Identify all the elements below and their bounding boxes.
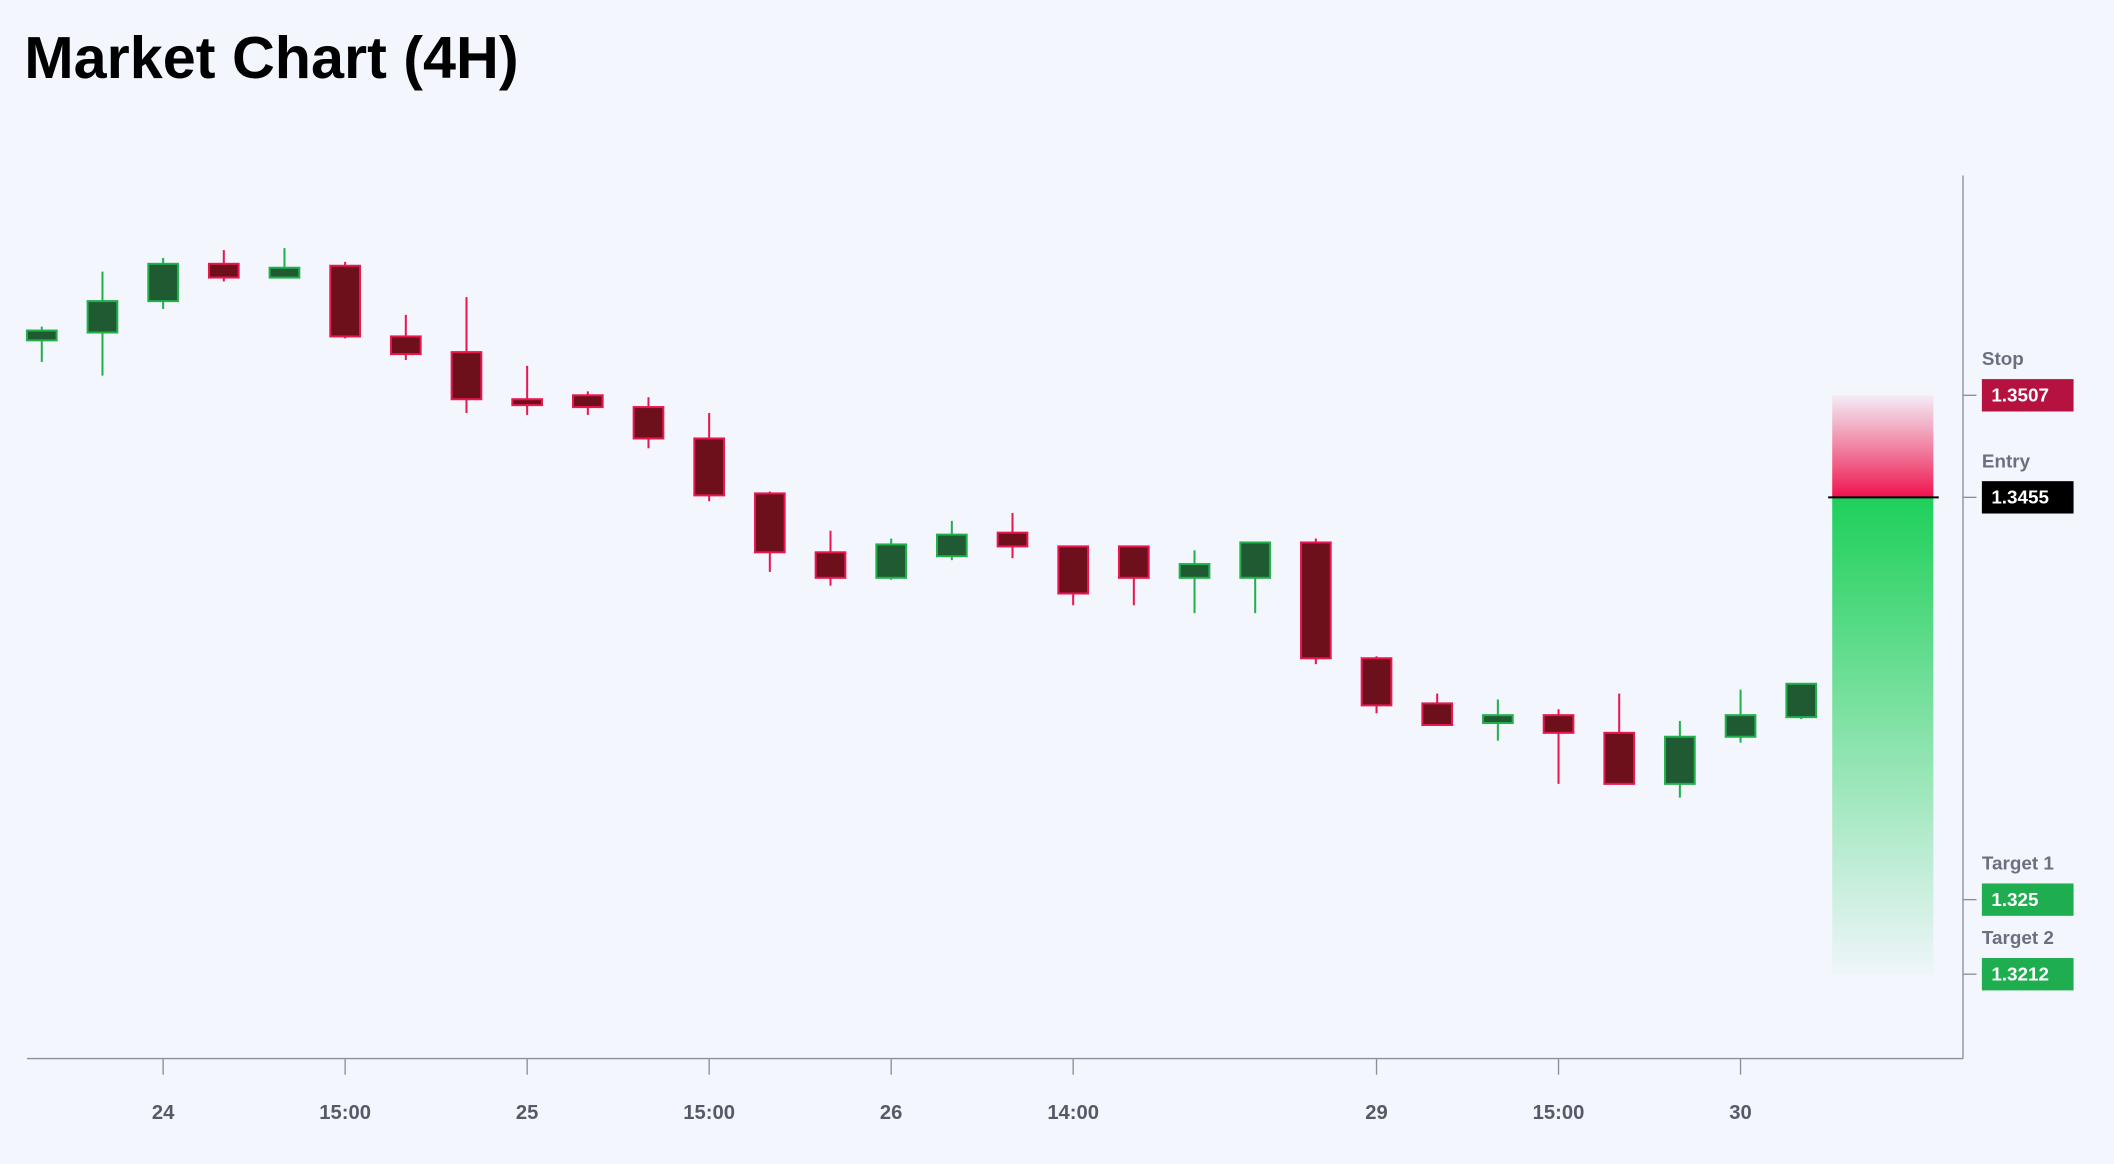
- candle-body: [268, 266, 301, 279]
- candle-body: [1603, 731, 1636, 785]
- candle-body: [1178, 563, 1211, 579]
- candle-body: [1542, 714, 1575, 734]
- candle-body: [389, 335, 422, 356]
- candle-body: [693, 437, 726, 497]
- candle-body: [814, 551, 847, 579]
- x-tick-label: 14:00: [1047, 1102, 1099, 1124]
- x-tick-label: 29: [1365, 1102, 1387, 1124]
- x-tick-label: 25: [516, 1102, 539, 1124]
- level-badge: [1981, 958, 2074, 991]
- x-tick-label: 26: [880, 1102, 902, 1124]
- candle-body: [1300, 541, 1332, 660]
- candle-body: [207, 262, 240, 279]
- risk-zone: [1832, 395, 1934, 498]
- candle-body: [632, 406, 665, 440]
- candle-body: [1239, 541, 1272, 579]
- level-name: Target 1: [1982, 853, 2054, 874]
- x-tick-label: 15:00: [1533, 1102, 1585, 1124]
- candle-body: [996, 531, 1029, 548]
- candle-body: [1057, 545, 1090, 595]
- x-tick-label: 15:00: [319, 1102, 371, 1124]
- level-value: 1.3212: [1991, 964, 2049, 985]
- candle-body: [1360, 657, 1393, 707]
- x-tick-label: 15:00: [683, 1102, 735, 1124]
- candle-body: [450, 351, 483, 401]
- level-badge: [1981, 883, 2074, 916]
- candle-body: [571, 394, 604, 409]
- candle-body: [1421, 702, 1454, 726]
- x-tick-label: 30: [1729, 1102, 1752, 1124]
- level-name: Entry: [1982, 450, 2031, 471]
- level-value: 1.3455: [1991, 487, 2049, 508]
- candle-body: [1724, 714, 1757, 738]
- candle-body: [1482, 714, 1514, 725]
- x-tick-label: 24: [152, 1102, 175, 1124]
- level-name: Target 2: [1982, 927, 2054, 948]
- level-badge: [1981, 481, 2074, 514]
- level-badge: [1981, 379, 2074, 412]
- level-value: 1.3507: [1991, 385, 2049, 406]
- candle-body: [1785, 682, 1818, 719]
- level-name: Stop: [1982, 348, 2024, 369]
- candle-body: [753, 492, 786, 554]
- reward-zone: [1832, 497, 1934, 975]
- candle-body: [511, 398, 543, 407]
- candle-body: [25, 329, 58, 342]
- candle-body: [1664, 735, 1696, 785]
- candle-body: [86, 300, 119, 334]
- candle-body: [147, 262, 179, 303]
- candle-body: [875, 543, 908, 579]
- candle-body: [935, 533, 968, 558]
- candle-body: [1118, 545, 1150, 579]
- level-value: 1.325: [1991, 889, 2038, 910]
- candle-body: [329, 264, 361, 338]
- chart-title: Market Chart (4H): [24, 24, 518, 91]
